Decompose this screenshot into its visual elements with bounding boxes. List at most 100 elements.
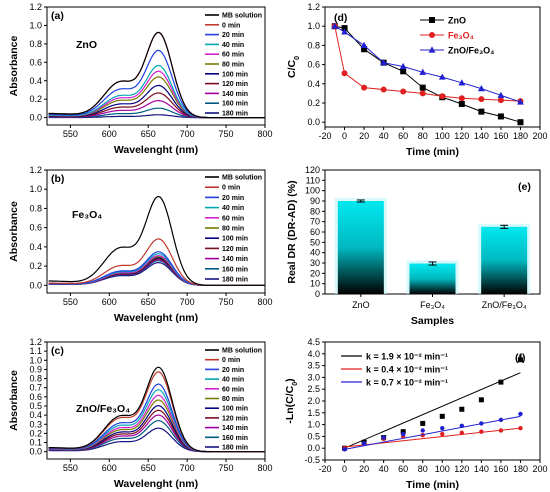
- legend-label: MB solution: [222, 175, 262, 182]
- data-point: [479, 421, 484, 426]
- data-point: [497, 91, 505, 98]
- y-axis-label: -Ln(C/C0): [284, 378, 299, 423]
- panel-label: (c): [51, 345, 64, 357]
- data-point: [429, 17, 435, 23]
- legend-label: 40 min: [222, 205, 244, 212]
- data-point: [497, 113, 504, 120]
- x-tick-label: 60: [398, 464, 408, 474]
- x-tick-label: 700: [180, 129, 195, 139]
- y-tick-label: 0.6: [307, 60, 320, 70]
- y-tick-label: 0.4: [307, 79, 320, 89]
- legend-label: k = 0.7 × 10⁻² min⁻¹: [366, 378, 448, 388]
- x-tick-label: 800: [257, 129, 272, 139]
- y-tick-label: 0.6: [29, 57, 42, 67]
- y-tick-label: 20: [310, 268, 320, 278]
- data-point: [478, 108, 485, 115]
- y-tick-label: 0.6: [29, 392, 42, 402]
- category-label: ZnO: [352, 300, 370, 310]
- data-point: [459, 406, 465, 412]
- x-tick-label: 40: [379, 464, 389, 474]
- legend-label: 140 min: [222, 256, 248, 263]
- y-axis-label-close: ): [284, 378, 296, 382]
- data-point: [479, 429, 484, 434]
- data-point: [360, 41, 368, 48]
- legend-label: 120 min: [222, 415, 248, 422]
- x-tick-label: 0: [342, 464, 347, 474]
- y-tick-label: 0.8: [29, 374, 42, 384]
- data-point: [458, 100, 465, 107]
- x-tick-label: 60: [398, 131, 408, 141]
- x-axis-label: Samples: [411, 315, 454, 327]
- y-tick-label: 1.2: [29, 2, 42, 12]
- y-tick-label: 0.2: [307, 98, 320, 108]
- plot-frame: [46, 169, 266, 294]
- x-tick-label: 80: [418, 131, 428, 141]
- legend-label: 0 min: [222, 185, 240, 192]
- y-tick-label: 3.0: [307, 372, 320, 382]
- legend-label: 100 min: [222, 236, 248, 243]
- series-line: [334, 25, 521, 123]
- y-tick-label: 1.5: [307, 408, 320, 418]
- y-axis-label: C/C0: [286, 56, 301, 78]
- data-point: [440, 425, 445, 431]
- x-tick-label: 120: [454, 464, 469, 474]
- legend-label: k = 0.4 × 10⁻² min⁻¹: [366, 365, 448, 375]
- y-tick-label: 1.0: [307, 21, 320, 31]
- x-axis-label: Time (min): [406, 479, 459, 491]
- data-point: [478, 96, 485, 103]
- data-point: [381, 435, 386, 440]
- y-tick-label: 0.2: [29, 94, 42, 104]
- legend-label: MB solution: [222, 348, 262, 355]
- y-tick-label: 0.5: [307, 431, 320, 441]
- legend-label: 140 min: [222, 91, 248, 98]
- legend-label: 120 min: [222, 81, 248, 88]
- y-tick-label: 1.0: [29, 20, 42, 30]
- y-tick-label: 0.0: [307, 117, 320, 127]
- y-axis-label: Absorbance: [8, 36, 20, 97]
- y-tick-label: 30: [310, 258, 320, 268]
- y-tick-label: 1.1: [29, 346, 42, 356]
- x-tick-label: 550: [63, 129, 78, 139]
- x-tick-label: 750: [219, 463, 234, 473]
- data-point: [517, 119, 524, 126]
- data-point: [361, 84, 368, 91]
- y-tick-label: 50: [310, 237, 320, 247]
- y-tick-label: 100: [305, 186, 320, 196]
- material-label: ZnO: [76, 39, 97, 51]
- legend-label: 80 min: [222, 226, 244, 233]
- data-point: [428, 46, 436, 53]
- data-point: [458, 79, 466, 86]
- x-tick-label: 80: [418, 464, 428, 474]
- data-point: [380, 59, 388, 66]
- legend-label: 20 min: [222, 367, 244, 374]
- legend-label: 40 min: [222, 377, 244, 384]
- x-tick-label: 180: [513, 131, 528, 141]
- x-tick-label: 800: [257, 297, 272, 307]
- y-axis-label: Absorbance: [8, 370, 20, 431]
- legend-label: 180 min: [222, 111, 248, 118]
- data-point: [498, 417, 504, 423]
- y-tick-label: 0.6: [29, 223, 42, 233]
- x-tick-label: 140: [474, 131, 489, 141]
- legend-label: 60 min: [222, 386, 244, 393]
- x-tick-label: 700: [180, 463, 195, 473]
- data-point: [361, 46, 368, 53]
- data-point: [478, 397, 484, 403]
- legend-label: 140 min: [222, 425, 248, 432]
- data-point: [439, 93, 446, 100]
- spectrum-0: [48, 31, 265, 119]
- legend-label: 120 min: [222, 246, 248, 253]
- data-point: [420, 420, 426, 426]
- y-tick-label: 4.5: [307, 337, 320, 347]
- y-tick-label: 80: [310, 206, 320, 216]
- x-tick-label: -20: [318, 131, 331, 141]
- data-point: [341, 28, 348, 35]
- y-tick-label: 0.2: [29, 261, 42, 271]
- legend-label: k = 1.9 × 10⁻² min⁻¹: [366, 352, 448, 362]
- data-point: [341, 25, 348, 32]
- legend-label: 0 min: [222, 357, 240, 364]
- y-tick-label: 40: [310, 248, 320, 258]
- data-point: [331, 22, 339, 29]
- legend-label: 80 min: [222, 62, 244, 69]
